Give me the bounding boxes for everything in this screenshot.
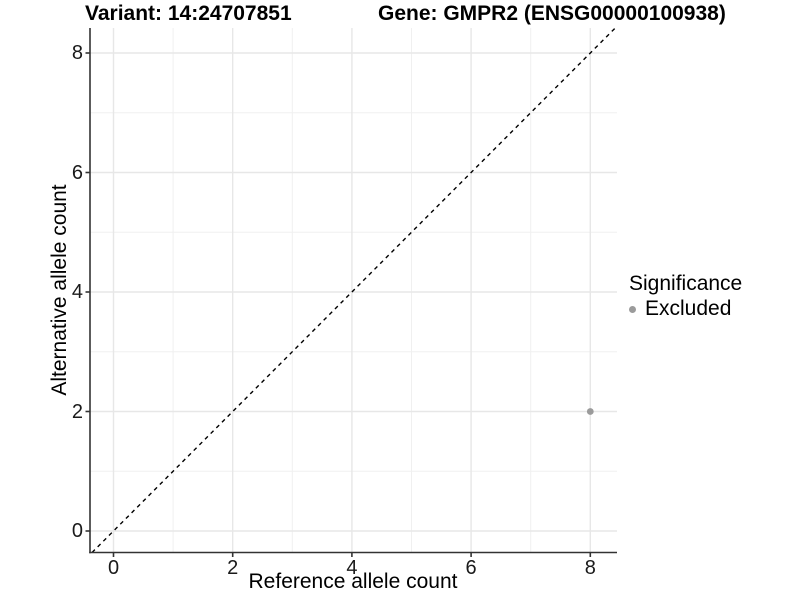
legend-title: Significance xyxy=(629,272,743,295)
variant-title: Variant: 14:24707851 xyxy=(85,2,292,25)
y-axis-title: Alternative allele count xyxy=(48,184,71,396)
x-tick-label-0: 0 xyxy=(107,557,120,579)
gene-title: Gene: GMPR2 (ENSG00000100938) xyxy=(378,2,726,25)
data-point-excluded xyxy=(586,408,594,415)
legend-point-icon xyxy=(629,305,636,313)
x-axis-title: Reference allele count xyxy=(248,570,458,593)
y-tick-label-0: 0 xyxy=(71,520,83,542)
legend-entry-excluded: Excluded xyxy=(629,297,742,320)
legend: Significance Excluded xyxy=(629,272,743,320)
x-tick-label-6: 6 xyxy=(465,557,477,579)
legend-entry-label: Excluded xyxy=(645,297,732,320)
x-tick-label-2: 2 xyxy=(227,557,239,579)
y-tick-label-4: 4 xyxy=(71,281,83,303)
y-tick-label-8: 8 xyxy=(71,42,83,64)
y-tick-label-6: 6 xyxy=(71,161,83,184)
x-tick-label-8: 8 xyxy=(584,557,596,579)
identity-line xyxy=(91,27,616,554)
x-tick-label-4: 4 xyxy=(346,557,358,579)
y-tick-label-2: 2 xyxy=(71,400,83,423)
